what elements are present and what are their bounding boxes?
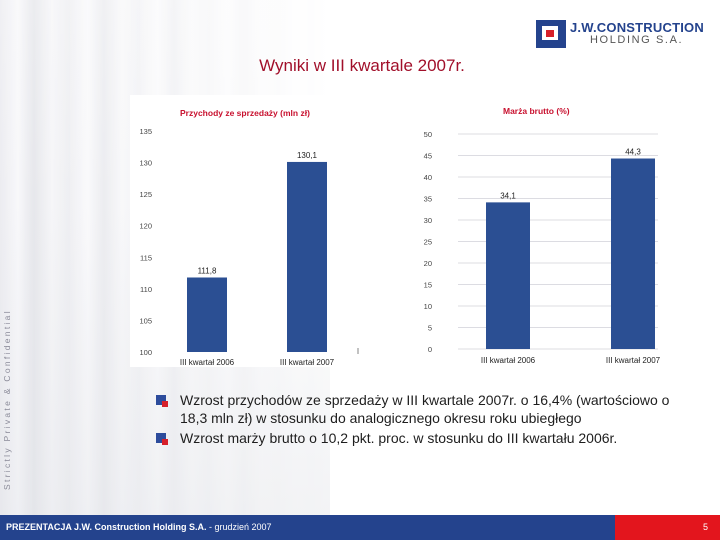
chart-title: Marża brutto (%) xyxy=(503,106,570,116)
x-tick-label: III kwartał 2006 xyxy=(180,358,235,367)
data-label: 130,1 xyxy=(297,151,318,160)
bar xyxy=(187,277,227,352)
y-tick-label: 30 xyxy=(424,216,432,225)
y-tick-label: 105 xyxy=(139,316,152,325)
bullet-text: Wzrost przychodów ze sprzedaży w III kwa… xyxy=(180,392,670,426)
y-tick-label: 5 xyxy=(428,324,432,333)
y-tick-label: 0 xyxy=(428,345,432,354)
slide-title: Wyniki w III kwartale 2007r. xyxy=(259,56,465,75)
y-tick-label: 115 xyxy=(140,253,152,262)
y-tick-label: 110 xyxy=(140,285,152,294)
logo-line-2: HOLDING S.A. xyxy=(590,34,684,46)
y-tick-label: 20 xyxy=(424,259,432,268)
bar xyxy=(486,202,530,349)
y-tick-label: 125 xyxy=(139,190,152,199)
bullet-text: Wzrost marży brutto o 10,2 pkt. proc. w … xyxy=(180,430,618,446)
charts-panel: Przychody ze sprzedaży (mln zł) 135 130 125… xyxy=(130,95,672,367)
y-tick-label: 25 xyxy=(424,238,432,247)
footer-accent xyxy=(615,515,720,540)
logo-mark-icon xyxy=(536,20,566,48)
y-tick-label: 15 xyxy=(424,281,432,290)
y-tick-label: 135 xyxy=(139,127,152,136)
y-tick-label: 45 xyxy=(424,152,432,161)
confidential-note: Strictly Private & Confidential xyxy=(2,309,12,490)
logo-line-1: J.W.CONSTRUCTION xyxy=(570,20,704,35)
bar xyxy=(287,161,327,352)
y-tick-label: 130 xyxy=(139,159,152,168)
bullet-list: Wzrost przychodów ze sprzedaży w III kwa… xyxy=(150,391,690,449)
footer-text: PREZENTACJA J.W. Construction Holding S.… xyxy=(6,522,272,532)
y-tick-label: 40 xyxy=(424,173,432,182)
y-tick-label: 100 xyxy=(139,348,152,357)
bar xyxy=(611,158,655,349)
company-logo: J.W.CONSTRUCTION HOLDING S.A. xyxy=(536,20,706,50)
x-tick-label: III kwartał 2007 xyxy=(280,358,335,367)
y-tick-label: 10 xyxy=(424,302,432,311)
data-label: 44,3 xyxy=(625,148,641,157)
bullet-item: Wzrost przychodów ze sprzedaży w III kwa… xyxy=(150,391,690,427)
data-label: 34,1 xyxy=(500,191,516,200)
footer-bar: PREZENTACJA J.W. Construction Holding S.… xyxy=(0,515,720,540)
bullet-item: Wzrost marży brutto o 10,2 pkt. proc. w … xyxy=(150,429,690,447)
bullet-square-icon xyxy=(156,433,168,445)
charts-svg: Przychody ze sprzedaży (mln zł) 135 130 125… xyxy=(130,95,672,367)
bullet-square-icon xyxy=(156,395,168,407)
page-number: 5 xyxy=(702,522,708,532)
y-tick-label: 50 xyxy=(424,130,432,139)
data-label: 111,8 xyxy=(198,266,217,275)
x-tick-label: III kwartał 2007 xyxy=(606,356,661,365)
y-tick-label: 120 xyxy=(139,222,152,231)
x-tick-label: III kwartał 2006 xyxy=(481,356,536,365)
footer-presentation-name: PREZENTACJA J.W. Construction Holding S.… xyxy=(6,522,207,532)
footer-date: - grudzień 2007 xyxy=(206,522,272,532)
chart-title: Przychody ze sprzedaży (mln zł) xyxy=(180,108,310,118)
y-tick-label: 35 xyxy=(424,195,432,204)
